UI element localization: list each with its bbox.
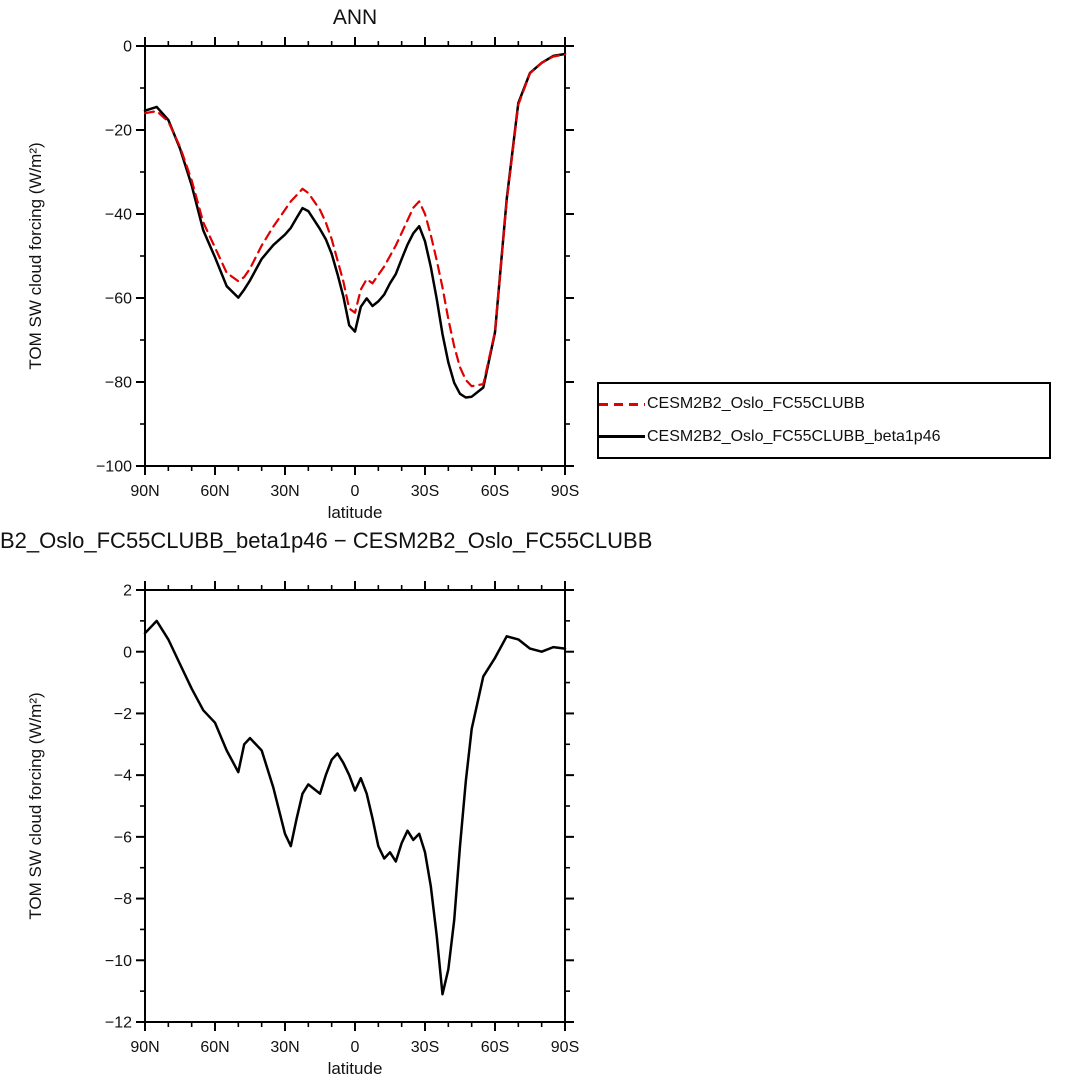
x-tick-label: 30N — [270, 483, 299, 500]
y-tick-label: −100 — [96, 459, 132, 476]
x-axis-label: latitude — [328, 503, 383, 522]
series-line-CESM2B2_Oslo_FC55CLUBB_beta1p46 — [143, 52, 567, 399]
bottom-chart: 90N 60N 30N 0 30S 60S 90S 2 0 −2 −4 −6 −8 −10 −12 latit… — [0, 530, 652, 1078]
y-tick-label: −80 — [105, 375, 132, 392]
y-tick-label: −2 — [114, 706, 132, 723]
x-tick-label: 0 — [351, 483, 360, 500]
y-tick-label: −8 — [114, 891, 132, 908]
x-tick-label: 30S — [411, 1039, 439, 1056]
y-tick-label: −6 — [114, 829, 132, 846]
legend: CESM2B2_Oslo_FC55CLUBB CESM2B2_Oslo_FC55… — [597, 382, 1051, 459]
x-axis-label: latitude — [328, 1059, 383, 1078]
x-tick-label: 30N — [270, 1039, 299, 1056]
x-tick-label: 90S — [551, 483, 579, 500]
y-tick-label: −40 — [105, 207, 132, 224]
y-tick-label: 0 — [123, 644, 132, 661]
legend-line-sample-solid-black — [599, 435, 645, 439]
legend-entry: CESM2B2_Oslo_FC55CLUBB — [599, 389, 1049, 419]
y-tick-label: −10 — [105, 953, 132, 970]
legend-label: CESM2B2_Oslo_FC55CLUBB_beta1p46 — [647, 427, 941, 445]
x-tick-label: 60S — [481, 1039, 509, 1056]
legend-line-sample-dashed-red — [599, 402, 645, 406]
x-tick-label: 60S — [481, 483, 509, 500]
x-tick-label: 90N — [130, 1039, 159, 1056]
chart-title: B2_Oslo_FC55CLUBB_beta1p46 − CESM2B2_Osl… — [0, 530, 652, 553]
top-chart: 90N 60N 30N 0 30S 60S 90S 0 −20 −40 −60 −80 −100 lati… — [26, 6, 579, 522]
x-tick-label: 30S — [411, 483, 439, 500]
series-line-CESM2B2_Oslo_FC55CLUBB — [143, 53, 567, 388]
x-tick-label: 90S — [551, 1039, 579, 1056]
chart-title: ANN — [333, 6, 377, 29]
plot-border — [144, 589, 566, 1023]
y-axis-label: TOM SW cloud forcing (W/m²) — [26, 142, 45, 369]
x-tick-label: 0 — [351, 1039, 360, 1056]
x-tick-label: 90N — [130, 483, 159, 500]
x-tick-label: 60N — [200, 1039, 229, 1056]
y-tick-label: 0 — [123, 39, 132, 56]
legend-label: CESM2B2_Oslo_FC55CLUBB — [647, 395, 865, 413]
x-tick-label: 60N — [200, 483, 229, 500]
y-tick-label: −4 — [114, 768, 132, 785]
y-tick-label: −20 — [105, 123, 132, 140]
series-line-difference — [143, 619, 567, 996]
y-tick-label: −12 — [105, 1015, 132, 1032]
y-tick-label: −60 — [105, 291, 132, 308]
y-tick-label: 2 — [123, 583, 132, 600]
legend-entry: CESM2B2_Oslo_FC55CLUBB_beta1p46 — [599, 422, 1049, 452]
y-axis-label: TOM SW cloud forcing (W/m²) — [26, 692, 45, 919]
